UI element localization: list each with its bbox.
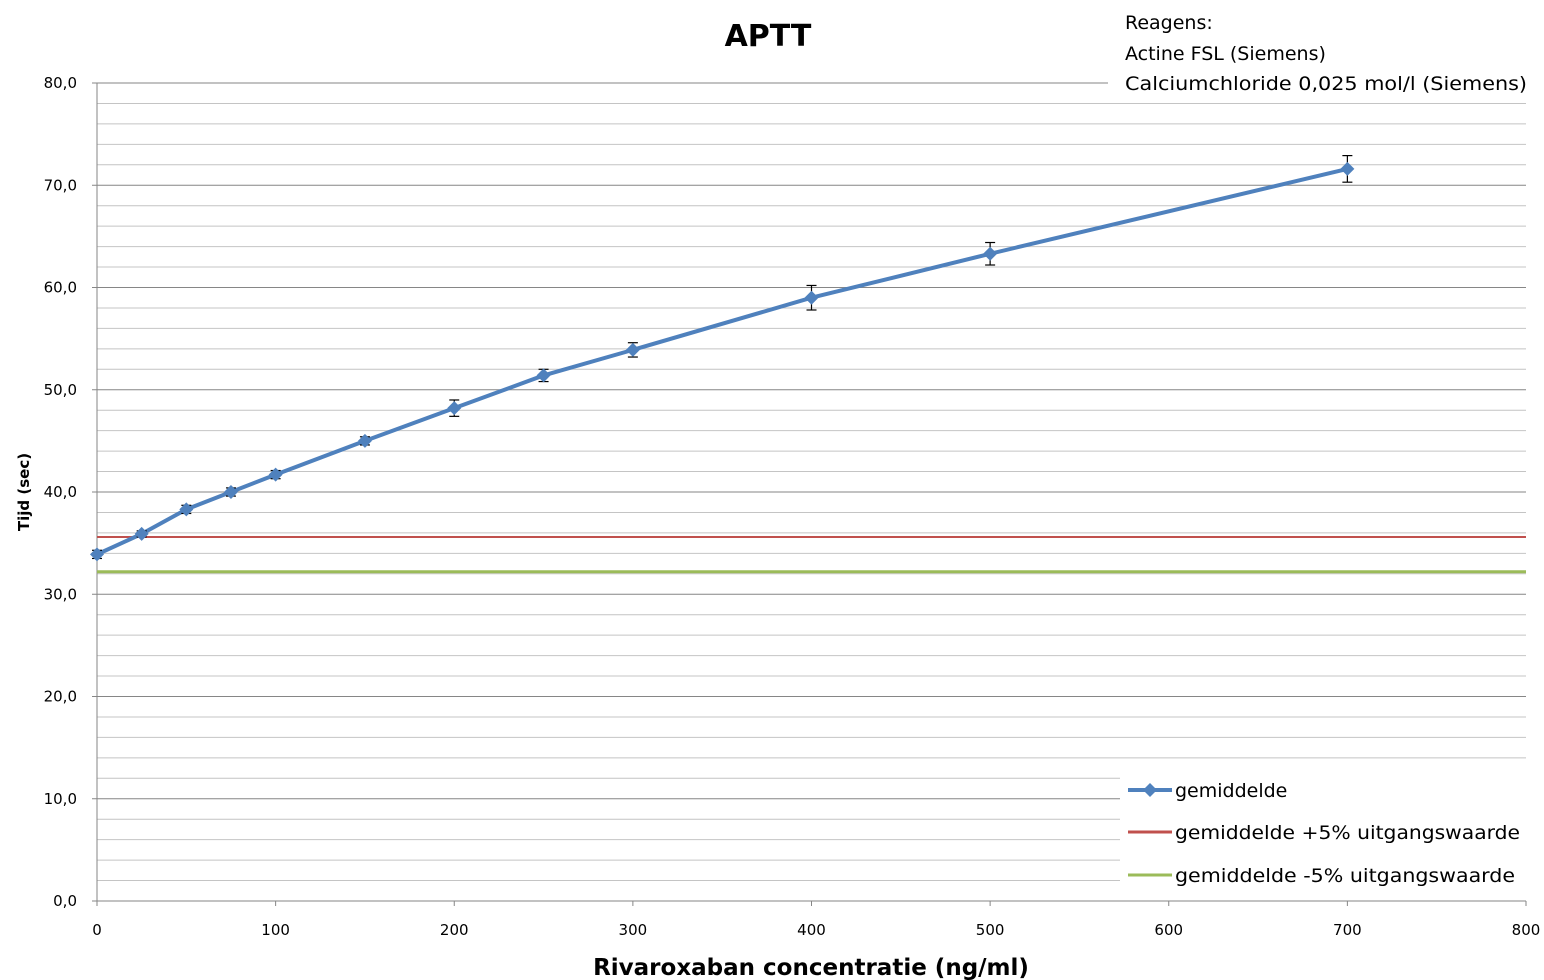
x-axis-title: Rivaroxaban concentratie (ng/ml) xyxy=(593,955,1029,980)
annotation-line-3: Calciumchloride 0,025 mol/l (Siemens) xyxy=(1125,73,1527,95)
data-point xyxy=(536,368,551,383)
y-tick-label: 40,0 xyxy=(44,483,77,501)
chart-title: APTT xyxy=(725,19,812,54)
data-point xyxy=(90,547,104,562)
legend-item-minus5: gemiddelde -5% uitgangswaarde xyxy=(1128,865,1515,887)
annotation-line-2: Actine FSL (Siemens) xyxy=(1125,43,1326,65)
data-point xyxy=(983,246,998,261)
legend-marker-mean xyxy=(1143,783,1157,797)
y-tick-label: 80,0 xyxy=(44,74,77,92)
annotation: Reagens: Actine FSL (Siemens) Calciumchl… xyxy=(1108,4,1544,98)
y-tick-label: 70,0 xyxy=(44,176,77,194)
data-point xyxy=(268,467,283,482)
y-tick-label: 50,0 xyxy=(44,381,77,399)
x-tick-label: 600 xyxy=(1154,921,1183,939)
data-point xyxy=(179,502,194,517)
mean-series-line xyxy=(96,166,1348,557)
x-tick-label: 100 xyxy=(261,921,290,939)
data-point xyxy=(1340,161,1355,176)
data-point xyxy=(134,526,149,541)
y-tick-label: 10,0 xyxy=(44,790,77,808)
legend-item-mean: gemiddelde xyxy=(1128,780,1287,802)
annotation-line-1: Reagens: xyxy=(1125,12,1213,34)
data-point xyxy=(804,290,819,305)
legend-label-mean: gemiddelde xyxy=(1175,780,1287,802)
x-tick-label: 800 xyxy=(1512,921,1541,939)
legend-label-minus5: gemiddelde -5% uitgangswaarde xyxy=(1175,865,1515,887)
legend: gemiddelde gemiddelde +5% uitgangswaarde… xyxy=(1120,768,1532,894)
legend-item-plus5: gemiddelde +5% uitgangswaarde xyxy=(1128,822,1520,844)
y-tick-label: 0,0 xyxy=(53,892,77,910)
x-tick-label: 200 xyxy=(440,921,469,939)
x-tick-label: 500 xyxy=(976,921,1005,939)
series xyxy=(90,154,1526,574)
tick-labels: 0,0 10,0 20,0 30,0 40,0 50,0 60,0 70,0 80,0 0 100 2… xyxy=(44,74,1541,939)
y-axis-title: Tijd (sec) xyxy=(15,453,33,531)
axes xyxy=(92,82,1527,906)
x-tick-label: 700 xyxy=(1333,921,1362,939)
y-tick-label: 60,0 xyxy=(44,279,77,297)
grid xyxy=(97,82,1526,882)
x-tick-label: 300 xyxy=(619,921,648,939)
data-point xyxy=(223,485,238,499)
x-tick-label: 400 xyxy=(797,921,826,939)
data-point xyxy=(447,401,462,416)
data-point xyxy=(357,433,372,448)
legend-label-plus5: gemiddelde +5% uitgangswaarde xyxy=(1175,822,1520,844)
annotation-background xyxy=(1108,4,1544,98)
legend-background xyxy=(1120,768,1532,894)
y-tick-label: 30,0 xyxy=(44,585,77,603)
y-tick-label: 20,0 xyxy=(44,688,77,706)
x-tick-label: 0 xyxy=(92,921,102,939)
data-point xyxy=(625,342,640,357)
